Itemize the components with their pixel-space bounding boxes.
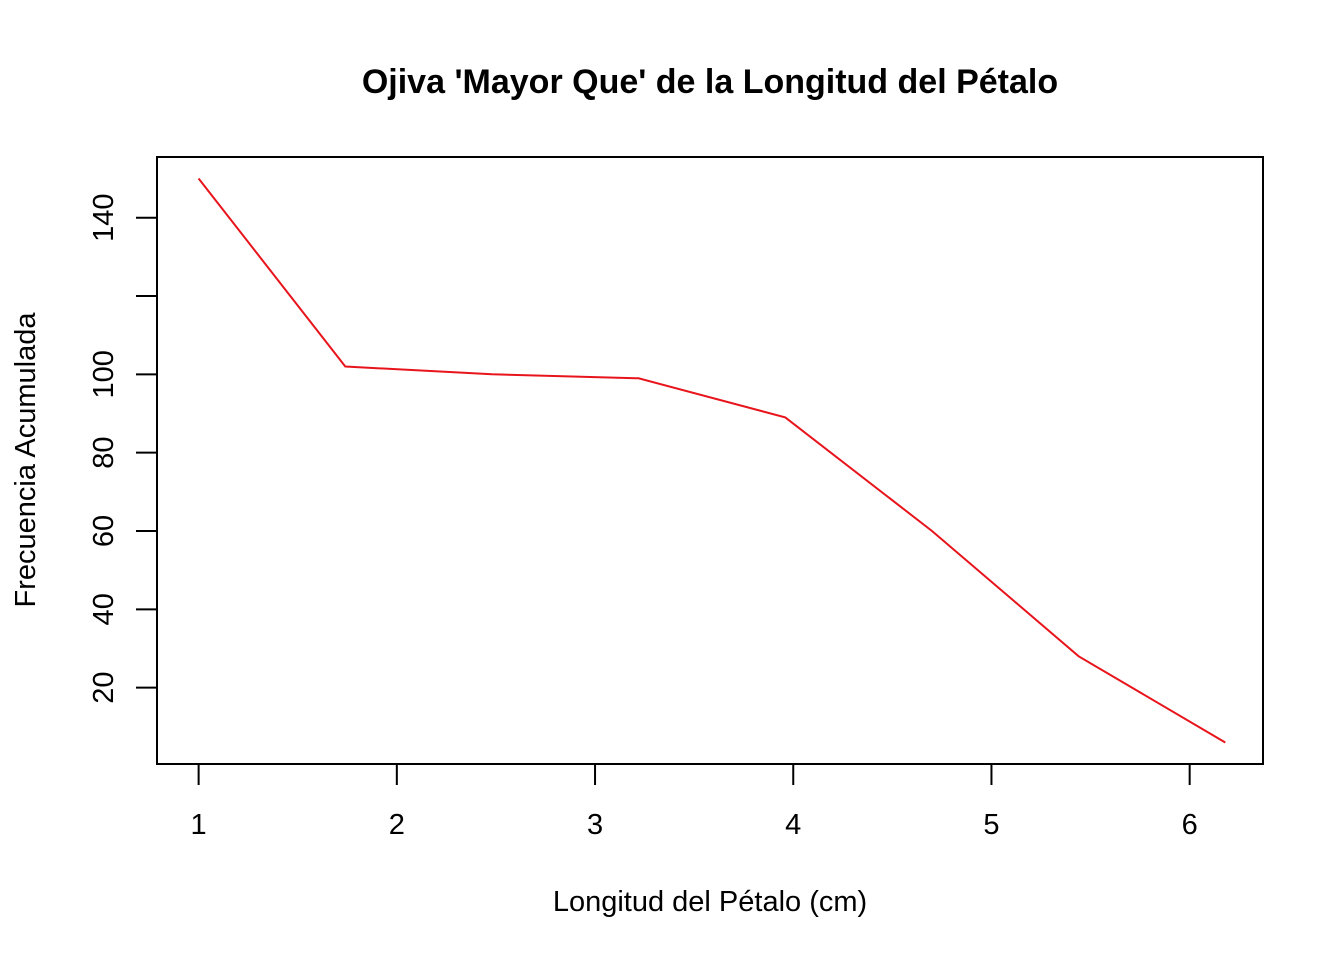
chart-title: Ojiva 'Mayor Que' de la Longitud del Pét…: [362, 63, 1058, 101]
series-group: [197, 177, 1226, 744]
y-tick-label: 80: [88, 437, 120, 469]
y-axis: 20 40 60 80 100 140: [88, 194, 158, 704]
x-tick-label: 1: [191, 809, 207, 841]
y-tick-label: 100: [88, 350, 120, 398]
x-axis-label: Longitud del Pétalo (cm): [553, 886, 867, 918]
y-tick-label: 20: [88, 672, 120, 704]
x-axis: 1 2 3 4 5 6: [191, 763, 1198, 841]
x-tick-label: 3: [587, 809, 603, 841]
x-tick-label: 2: [389, 809, 405, 841]
y-tick-label: 140: [88, 194, 120, 242]
y-axis-label: Frecuencia Acumulada: [10, 312, 42, 608]
series-line: [197, 177, 1226, 744]
x-tick-label: 5: [983, 809, 999, 841]
y-tick-label: 40: [88, 593, 120, 625]
y-tick-label: 60: [88, 515, 120, 547]
x-tick-label: 4: [785, 809, 801, 841]
plot-area: [156, 156, 1264, 765]
x-tick-label: 6: [1182, 809, 1198, 841]
